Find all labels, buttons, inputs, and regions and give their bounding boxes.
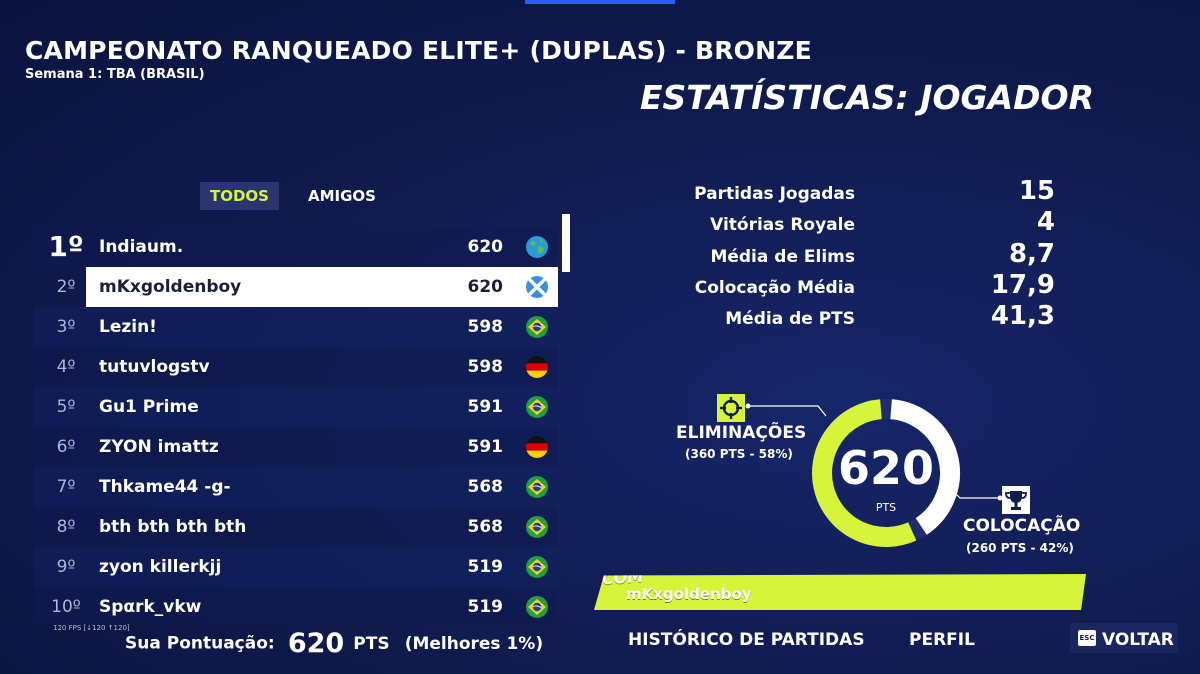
row-rank: 7º [56, 477, 76, 497]
team-banner: COM mKxgoldenboy [594, 574, 1086, 610]
donut-elim-arc [812, 399, 917, 547]
stat-value: 41,3 [990, 301, 1055, 331]
leaderboard: 1º Indiaum. 620 2º mKxgoldenboy 620 3º Lezin! 59… [34, 227, 558, 623]
tab-todos[interactable]: TODOS [200, 182, 279, 210]
stats-title: ESTATÍSTICAS: JOGADOR [640, 78, 1095, 117]
placement-label: COLOCAÇÃO [963, 516, 1081, 536]
stat-label: Partidas Jogadas [694, 184, 855, 204]
score-value: 620 [287, 628, 345, 659]
row-points: 620 [467, 277, 504, 297]
stat-value: 8,7 [1008, 239, 1055, 269]
leaderboard-row[interactable]: 3º Lezin! 598 [34, 307, 558, 347]
row-player-name: zyon killerkjj [99, 557, 222, 577]
team-partner-name: mKxgoldenboy [626, 585, 752, 603]
points-donut-chart: 620 PTS [812, 399, 960, 547]
row-rank: 3º [56, 317, 76, 337]
trophy-icon [1002, 486, 1030, 514]
top-indicator [525, 0, 675, 4]
leaderboard-row[interactable]: 5º Gu1 Prime 591 [34, 387, 558, 427]
row-rank: 8º [56, 517, 76, 537]
leaderboard-row[interactable]: 8º bth bth bth bth 568 [34, 507, 558, 547]
row-player-name: tutuvlogstv [99, 357, 210, 377]
brazil-flag-icon [526, 516, 548, 538]
row-player-name: Indiaum. [99, 237, 184, 257]
stat-value: 4 [1036, 207, 1055, 237]
leaderboard-row[interactable]: 4º tutuvlogstv 598 [34, 347, 558, 387]
donut-total: 620 [838, 441, 934, 495]
crosshair-icon [717, 394, 745, 422]
esc-key-icon: ESC [1078, 630, 1096, 646]
page-subtitle: Semana 1: TBA (BRASIL) [25, 67, 205, 82]
row-player-name: Thkame44 -g- [99, 477, 231, 497]
stat-value: 15 [1018, 176, 1055, 206]
row-player-name: mKxgoldenboy [99, 277, 242, 297]
row-player-name: Spαrk_vkw [99, 597, 202, 617]
brazil-flag-icon [526, 396, 548, 418]
leaderboard-row[interactable]: 1º Indiaum. 620 [34, 227, 558, 267]
fps-counter: 120 FPS [↓120 ↑120] [53, 624, 130, 632]
leaderboard-row[interactable]: 10º Spαrk_vkw 519 [34, 587, 558, 623]
row-points: 591 [467, 437, 504, 457]
row-rank: 10º [51, 597, 81, 617]
row-rank: 1º [48, 230, 84, 263]
row-points: 620 [467, 237, 504, 257]
score-percentile: (Melhores 1%) [404, 633, 544, 654]
elim-points: (360 PTS - 58%) [685, 447, 793, 461]
stat-label: Colocação Média [694, 278, 855, 298]
back-label[interactable]: VOLTAR [1102, 630, 1174, 650]
brazil-flag-icon [526, 596, 548, 618]
row-player-name: Gu1 Prime [99, 397, 199, 417]
row-points: 568 [467, 517, 504, 537]
stat-label: Média de PTS [725, 309, 855, 329]
elim-label: ELIMINAÇÕES [676, 423, 807, 443]
leaderboard-scrollbar[interactable] [562, 214, 570, 272]
row-points: 519 [467, 557, 504, 577]
germany-flag-icon [526, 436, 548, 458]
brazil-flag-icon [526, 316, 548, 338]
row-player-name: Lezin! [99, 317, 157, 337]
donut-unit: PTS [876, 501, 896, 514]
donut-placement-arc [889, 399, 960, 535]
tab-amigos[interactable]: AMIGOS [308, 187, 376, 205]
your-score: Sua Pontuação: 620 PTS (Melhores 1%) [125, 628, 543, 659]
leaderboard-row[interactable]: mKxgoldenboy 620 [86, 267, 558, 307]
row-points: 519 [467, 597, 504, 617]
globe-icon [526, 236, 548, 258]
page-title: CAMPEONATO RANQUEADO ELITE+ (DUPLAS) - B… [25, 36, 812, 65]
row-player-name: bth bth bth bth [99, 517, 247, 537]
row-player-name: ZYON imattz [99, 437, 219, 457]
row-points: 568 [467, 477, 504, 497]
row-points: 598 [467, 317, 504, 337]
germany-flag-icon [526, 356, 548, 378]
row-rank: 5º [56, 397, 76, 417]
row-rank: 6º [56, 437, 76, 457]
row-rank: 4º [56, 357, 76, 377]
leaderboard-row[interactable]: 6º ZYON imattz 591 [34, 427, 558, 467]
row-points: 591 [467, 397, 504, 417]
stat-label: Média de Elims [710, 247, 855, 267]
stat-value: 17,9 [990, 270, 1055, 300]
row-rank: 2º [56, 277, 76, 297]
profile-button[interactable]: PERFIL [909, 630, 975, 650]
brazil-flag-icon [526, 476, 548, 498]
score-label: Sua Pontuação: [125, 633, 275, 654]
placement-points: (260 PTS - 42%) [966, 541, 1074, 555]
score-unit: PTS [353, 633, 390, 654]
row-points: 598 [467, 357, 504, 377]
brazil-flag-icon [526, 556, 548, 578]
leaderboard-row[interactable]: 9º zyon killerkjj 519 [34, 547, 558, 587]
leaderboard-row[interactable]: 7º Thkame44 -g- 568 [34, 467, 558, 507]
scotland-flag-icon [526, 276, 548, 298]
match-history-button[interactable]: HISTÓRICO DE PARTIDAS [628, 630, 865, 650]
stat-label: Vitórias Royale [710, 215, 855, 235]
row-rank: 9º [56, 557, 76, 577]
